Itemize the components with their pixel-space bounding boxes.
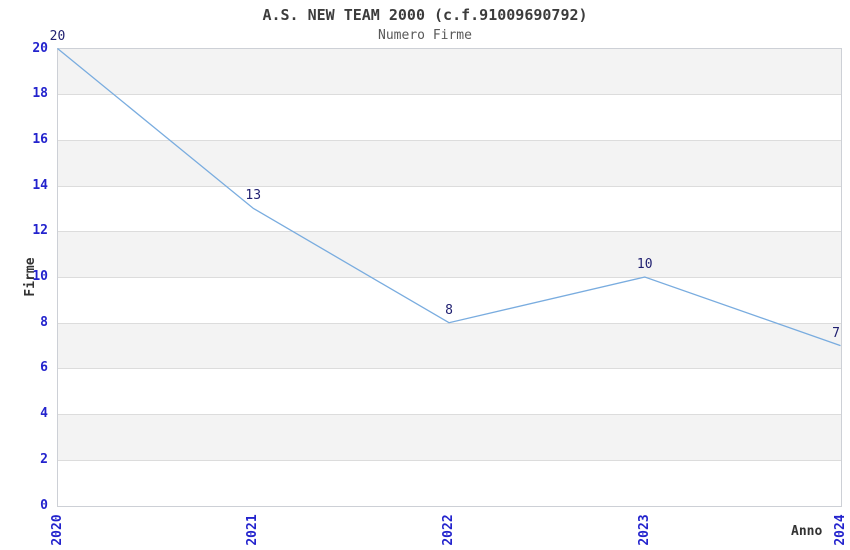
gridline xyxy=(58,231,841,233)
gridline xyxy=(58,185,841,187)
plot-band xyxy=(58,231,841,278)
chart-subtitle: Numero Firme xyxy=(378,28,472,43)
plot-band xyxy=(58,414,841,461)
chart-title: A.S. NEW TEAM 2000 (c.f.91009690792) xyxy=(262,6,588,24)
point-value-label: 20 xyxy=(49,28,66,44)
y-tick-label: 12 xyxy=(32,223,48,239)
x-tick-label: 2021 xyxy=(245,514,261,546)
y-tick-label: 8 xyxy=(40,314,48,330)
gridline xyxy=(58,368,841,370)
plot-band xyxy=(58,460,841,506)
point-value-label: 10 xyxy=(636,257,653,272)
gridline xyxy=(58,414,841,416)
point-value-label: 13 xyxy=(245,188,262,204)
y-tick-label: 14 xyxy=(32,177,48,193)
point-value-label: 7 xyxy=(832,325,840,341)
x-tick-label: 2020 xyxy=(49,514,65,546)
plot-band xyxy=(58,323,841,369)
gridline xyxy=(58,459,841,461)
x-tick-label: 2022 xyxy=(441,514,456,546)
y-tick-label: 2 xyxy=(40,451,48,467)
y-tick-label: 4 xyxy=(40,406,48,422)
plot-band xyxy=(58,94,841,141)
plot-band xyxy=(58,49,841,95)
y-tick-label: 0 xyxy=(40,497,48,513)
plot-area xyxy=(57,48,842,507)
y-tick-label: 16 xyxy=(32,131,48,147)
gridline xyxy=(58,277,841,278)
x-axis-label: Anno xyxy=(791,524,823,539)
y-tick-label: 6 xyxy=(40,360,48,376)
x-tick-label: 2024 xyxy=(832,514,848,546)
x-tick-label: 2023 xyxy=(636,514,652,546)
plot-band xyxy=(58,186,841,232)
gridline xyxy=(58,94,841,96)
point-value-label: 8 xyxy=(445,302,453,318)
plot-band xyxy=(58,140,841,187)
y-tick-label: 20 xyxy=(32,40,48,56)
gridline xyxy=(58,322,841,324)
gridline xyxy=(58,139,841,141)
y-tick-label: 10 xyxy=(32,269,48,284)
y-tick-label: 18 xyxy=(32,86,48,102)
plot-band xyxy=(58,368,841,415)
